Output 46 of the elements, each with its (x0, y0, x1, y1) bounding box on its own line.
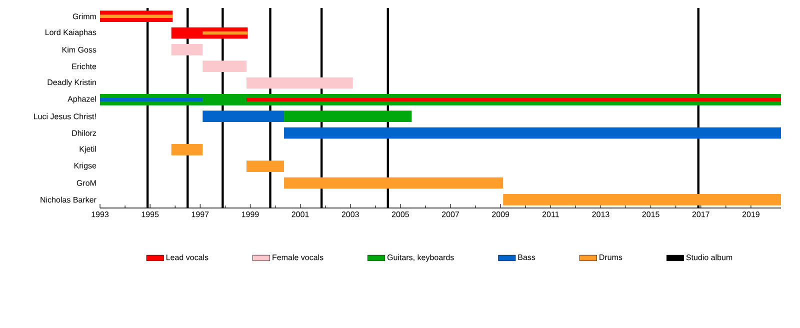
y-tick-label: Grimm (72, 13, 96, 20)
y-tick-label: Kim Goss (62, 46, 96, 53)
x-tick-label: 2011 (542, 212, 559, 218)
bar (202, 60, 246, 72)
bar (171, 44, 203, 56)
bar (171, 144, 203, 156)
x-tick-label: 1999 (242, 212, 259, 218)
x-tick-label: 2007 (442, 212, 460, 218)
x-tick-label: 2013 (592, 212, 610, 218)
bar (202, 31, 248, 35)
y-tick-label: Luci Jesus Christ! (34, 113, 96, 120)
x-tick-label: 2019 (742, 212, 760, 218)
bar (503, 194, 781, 206)
y-tick-label: Dhilorz (72, 130, 96, 136)
y-tick-label: Kjetil (80, 146, 96, 154)
bar (284, 177, 504, 189)
x-tick-label: 2005 (392, 212, 409, 218)
x-tick-label: 2009 (492, 212, 510, 218)
bar (246, 77, 353, 89)
y-tick-label: GroM (76, 180, 96, 186)
x-tick-label: 2001 (292, 212, 309, 218)
legend-label: Bass (518, 254, 536, 260)
y-tick-label: Nicholas Barker (40, 196, 96, 203)
x-tick-label: 2003 (342, 212, 359, 218)
legend-label: Guitars, keyboards (387, 254, 454, 262)
x-tick-label: 2017 (692, 212, 710, 218)
x-tick-label: 1995 (142, 212, 159, 218)
legend-label: Female vocals (272, 254, 324, 260)
bar (284, 127, 781, 139)
y-tick-label: Lord Kaiaphas (46, 29, 96, 37)
legend-label: Studio album (686, 254, 732, 260)
x-tick-label: 1997 (192, 212, 209, 218)
y-tick-label: Krigse (74, 162, 96, 170)
y-tick-label: Erichte (72, 63, 96, 70)
x-tick-label: 2015 (642, 212, 660, 218)
bar (284, 110, 412, 122)
bar (246, 98, 781, 102)
legend-label: Drums (600, 254, 622, 260)
y-tick-label: Deadly Kristin (48, 79, 96, 87)
bar (100, 98, 203, 102)
bar (100, 14, 173, 18)
legend-label: Lead vocals (166, 254, 208, 260)
bar (246, 160, 284, 172)
x-tick-label: 1993 (92, 212, 109, 218)
y-tick-label: Aphazel (68, 96, 96, 104)
bar (202, 110, 284, 122)
